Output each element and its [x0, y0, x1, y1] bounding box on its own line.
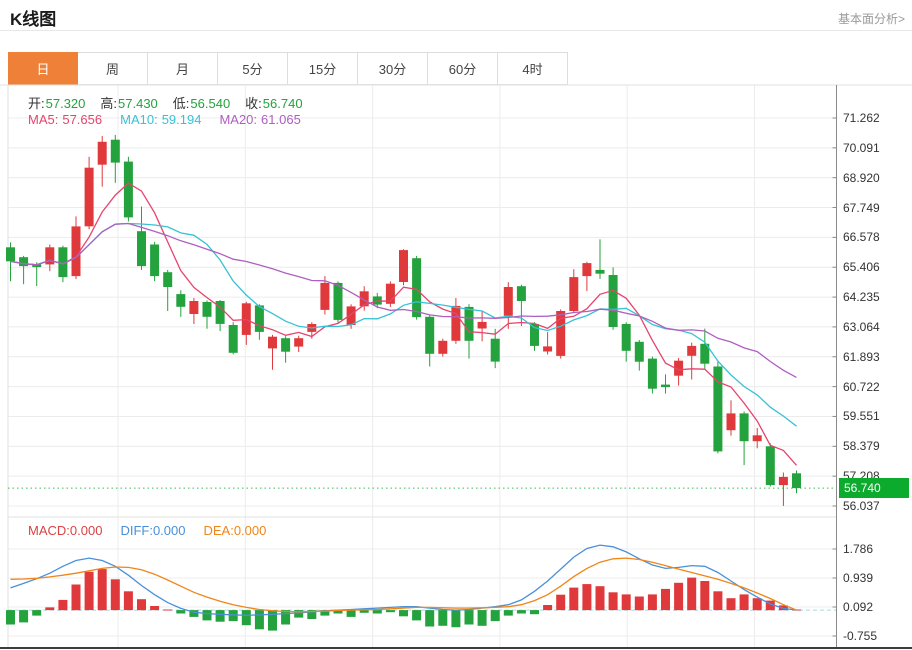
price-axis-label: 59.551	[843, 409, 880, 424]
price-axis-label: 65.406	[843, 260, 880, 275]
price-axis-label: 68.920	[843, 170, 880, 185]
ma-row: MA5: 57.656 MA10: 59.194 MA20: 61.065	[28, 112, 301, 127]
macd-axis-label: 1.786	[843, 542, 874, 556]
fundamental-analysis-link[interactable]: 基本面分析>	[837, 12, 905, 26]
title-divider	[0, 30, 912, 31]
page-title: K线图	[10, 10, 57, 29]
tab-bar: 日周月 5分 15分 30分 60分 4时	[8, 52, 568, 85]
macd-row: MACD:0.000 DIFF:0.000 DEA:0.000	[28, 523, 266, 538]
ma10-value: MA10: 59.194	[120, 112, 202, 127]
price-axis-label: 66.578	[843, 230, 880, 245]
price-axis-label: 63.064	[843, 319, 880, 334]
price-axis-label: 61.893	[843, 349, 880, 364]
ohlc-open: 开:57.320	[28, 96, 86, 111]
tab-item[interactable]: 30分	[358, 52, 428, 85]
price-axis-label: 60.722	[843, 379, 880, 394]
price-axis-label: 71.262	[843, 111, 880, 125]
ohlc-high: 高:57.430	[100, 96, 158, 111]
diff-value: DIFF:0.000	[120, 523, 186, 538]
price-axis-label: 70.091	[843, 140, 880, 155]
macd-value: MACD:0.000	[28, 523, 103, 538]
ohlc-close: 收:56.740	[245, 96, 303, 111]
macd-axis-label: 0.939	[843, 571, 874, 585]
price-axis-label: 64.235	[843, 290, 880, 305]
tab-item[interactable]: 月	[148, 52, 218, 85]
ohlc-low: 低:56.540	[172, 96, 231, 111]
macd-axis-label: 0.092	[843, 600, 874, 614]
macd-axis-label: -0.755	[843, 629, 878, 643]
ohlc-row: 开:57.320 高:57.430 低:56.540 收:56.740	[28, 93, 303, 112]
price-axis-label: 67.749	[843, 200, 880, 215]
dea-value: DEA:0.000	[203, 523, 267, 538]
ma5-value: MA5: 57.656	[28, 112, 103, 127]
tab-item[interactable]: 60分	[428, 52, 498, 85]
tab-item[interactable]: 日	[8, 52, 78, 85]
tab-item[interactable]: 5分	[218, 52, 288, 85]
ma20-value: MA20: 61.065	[219, 112, 301, 127]
price-axis-label: 56.037	[843, 499, 880, 513]
current-price-badge: 56.740	[839, 478, 909, 499]
price-axis-label: 58.379	[843, 439, 880, 454]
